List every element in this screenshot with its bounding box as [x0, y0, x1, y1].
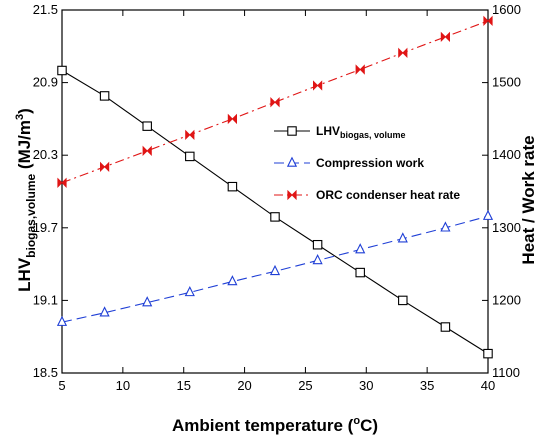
legend-label: ORC condenser heat rate [316, 188, 460, 202]
data-point [359, 64, 365, 75]
series-2 [56, 209, 494, 326]
x-tick-label: 40 [481, 378, 495, 393]
data-point [440, 31, 446, 43]
y-left-tick-label: 20.9 [33, 75, 58, 90]
data-point [100, 161, 106, 172]
data-point [483, 15, 489, 27]
legend: LHVbiogas, volume Compression work ORC con… [274, 124, 460, 202]
data-point [231, 113, 238, 125]
series-1 [57, 65, 493, 359]
data-point [312, 254, 323, 265]
y-right-tick-label: 1100 [492, 365, 520, 380]
data-point [99, 91, 110, 101]
data-point [56, 315, 68, 326]
data-point [355, 267, 365, 278]
data-point [146, 145, 152, 157]
data-point [487, 15, 493, 27]
y-right-tick-label: 1200 [492, 292, 521, 307]
x-tick-label: 15 [176, 378, 190, 393]
data-point [57, 65, 67, 76]
data-point [142, 296, 153, 307]
data-point [227, 113, 233, 125]
y-left-tick-label: 20.3 [33, 147, 58, 162]
y-right-tick-label: 1600 [492, 2, 521, 17]
legend-item: LHVbiogas, volume [274, 124, 406, 140]
y-right-tick-label: 1400 [492, 147, 521, 162]
data-point [269, 264, 281, 276]
data-point [444, 31, 451, 43]
x-tick-label: 35 [420, 378, 434, 393]
data-point [482, 209, 494, 220]
data-point [184, 285, 195, 297]
legend-label: Compression work [316, 156, 424, 170]
data-point [227, 181, 238, 192]
y-axis-left-title: LHVbiogas,volume (MJ/m3) [14, 108, 38, 292]
series-line [61, 70, 489, 355]
data-point [57, 177, 63, 188]
data-point [286, 156, 298, 167]
y-left-tick-label: 19.1 [33, 292, 58, 307]
data-point [274, 97, 280, 108]
data-point [142, 145, 148, 157]
data-point [189, 129, 195, 141]
data-point [270, 97, 276, 108]
x-tick-label: 25 [298, 378, 312, 393]
y-axis-right-title: Heat / Work rate [519, 135, 538, 264]
data-point [270, 212, 280, 222]
data-point [355, 64, 361, 75]
data-point [398, 47, 404, 58]
data-point [287, 189, 293, 201]
data-point [142, 121, 152, 131]
legend-item: Compression work [274, 156, 424, 170]
data-point [312, 80, 319, 91]
y-right-tick-label: 1500 [492, 75, 521, 90]
data-point [440, 322, 451, 332]
legend-label: LHVbiogas, volume [316, 124, 406, 140]
data-point [402, 47, 408, 58]
y-left-tick-label: 21.5 [33, 2, 58, 17]
data-point [185, 129, 191, 141]
data-point [398, 295, 408, 306]
x-axis-title: Ambient temperature (oC) [172, 415, 378, 435]
data-point [227, 275, 238, 286]
ticks: 5 10 15 20 25 30 35 40 18.5 19.1 19.7 20.3 20.9 21.5 1… [33, 2, 521, 393]
x-tick-label: 30 [359, 378, 373, 393]
data-point [397, 232, 408, 243]
data-point [483, 348, 493, 359]
data-point [355, 243, 366, 254]
y-left-tick-label: 18.5 [33, 365, 58, 380]
plot-frame [61, 9, 489, 374]
data-point [312, 239, 323, 250]
x-tick-label: 10 [116, 378, 130, 393]
data-point [287, 126, 297, 136]
data-point [185, 151, 195, 162]
y-right-tick-label: 1300 [492, 220, 521, 235]
data-point [104, 161, 110, 172]
x-tick-label: 20 [237, 378, 251, 393]
series-group [56, 15, 494, 359]
data-point [61, 177, 67, 188]
legend-item: ORC condenser heat rate [274, 188, 460, 202]
x-tick-label: 5 [58, 378, 65, 393]
y-left-tick-label: 19.7 [33, 220, 58, 235]
data-point [440, 221, 451, 232]
data-point [99, 306, 110, 317]
data-point [291, 189, 297, 201]
series-3 [57, 15, 493, 188]
data-point [317, 80, 323, 91]
